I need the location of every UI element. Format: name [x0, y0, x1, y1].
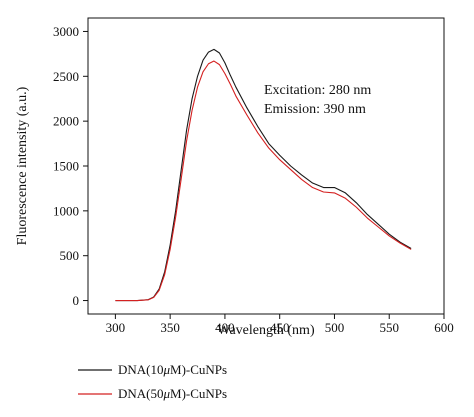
series-layer: [115, 48, 412, 302]
legend-label: DNA(50μM)-CuNPs: [118, 386, 227, 401]
x-tick-label: 400: [215, 320, 235, 335]
x-tick-label: 350: [160, 320, 180, 335]
series-line-2: [115, 60, 412, 302]
y-tick-label: 2500: [53, 69, 79, 84]
annotation-excitation: Excitation: 280 nm: [264, 83, 371, 98]
x-tick-label: 600: [434, 320, 454, 335]
x-tick-label: 500: [325, 320, 345, 335]
legend: DNA(10μM)-CuNPs DNA(50μM)-CuNPs: [78, 362, 227, 401]
legend-label: DNA(10μM)-CuNPs: [118, 362, 227, 377]
legend-entry: DNA(50μM)-CuNPs: [78, 386, 227, 401]
y-tick-label: 3000: [53, 24, 79, 39]
y-tick-label: 0: [73, 293, 80, 308]
y-tick-label: 1000: [53, 203, 79, 218]
x-tick-label: 300: [106, 320, 126, 335]
y-tick-label: 500: [60, 248, 80, 263]
y-axis-title: Fluorescence intensity (a.u.): [15, 86, 30, 245]
y-tick-label: 2000: [53, 114, 79, 129]
series-line-1: [115, 48, 412, 302]
axes: 300 350 400 450 500 550 600 0 500 1000 1500 2000 250…: [53, 24, 454, 335]
x-tick-label: 550: [379, 320, 399, 335]
x-axis-title: Wavelength (nm): [217, 323, 315, 338]
y-tick-label: 1500: [53, 159, 79, 174]
annotation-emission: Emission: 390 nm: [264, 102, 366, 117]
plot-frame: [87, 17, 445, 315]
x-tick-label: 450: [270, 320, 290, 335]
legend-entry: DNA(10μM)-CuNPs: [78, 362, 227, 377]
